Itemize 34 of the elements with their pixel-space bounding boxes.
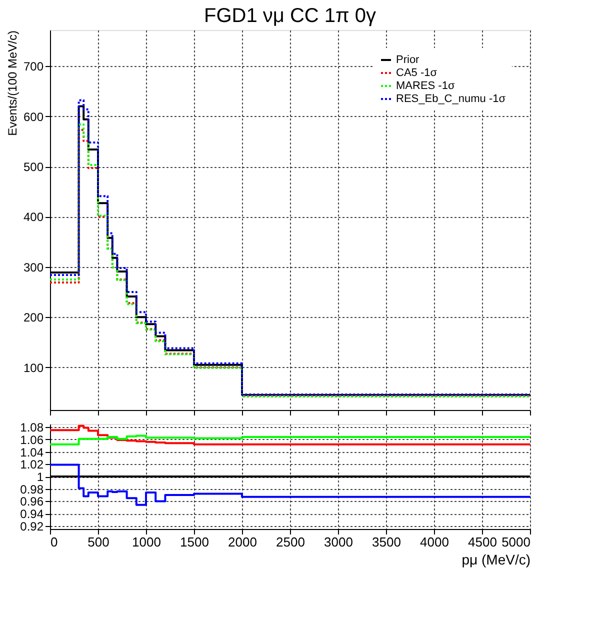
legend-label: Prior <box>396 54 420 66</box>
y-tick-label: 400 <box>23 210 44 224</box>
y-axis-title: Events/(100 MeV/c) <box>5 30 20 136</box>
y-tick-label: 300 <box>23 260 44 274</box>
x-tick-label: 1500 <box>180 534 209 550</box>
y-tick-label: 0.96 <box>20 494 44 509</box>
y-tick-label: 700 <box>23 60 44 74</box>
x-tick-label: 1000 <box>132 534 161 550</box>
y-tick-label: 1.04 <box>20 445 44 460</box>
x-axis-title: pμ (MeV/c) <box>462 552 530 568</box>
y-tick-label: 0.98 <box>20 482 44 496</box>
y-tick-label: 1.08 <box>20 420 44 435</box>
y-tick-label: 0.92 <box>20 519 44 534</box>
chart-title: FGD1 νμ CC 1π 0γ <box>204 5 376 27</box>
legend-label: MARES -1σ <box>396 80 455 92</box>
legend-label: CA5 -1σ <box>396 67 438 79</box>
x-tick-label: 500 <box>88 534 110 550</box>
x-tick-label: 2500 <box>276 534 305 550</box>
y-tick-label: 0.94 <box>20 507 44 522</box>
x-tick-label: 5000 <box>502 534 530 550</box>
y-tick-label: 600 <box>23 110 44 124</box>
x-tick-label: 0 <box>50 534 58 550</box>
y-tick-label: 1.06 <box>20 432 44 447</box>
y-tick-label: 200 <box>23 310 44 325</box>
x-tick-label: 3500 <box>372 534 401 550</box>
x-tick-label: 2000 <box>228 534 257 550</box>
y-tick-label: 500 <box>23 160 44 174</box>
legend-label: RES_Eb_C_numu -1σ <box>396 93 506 105</box>
x-tick-label: 4000 <box>420 534 449 550</box>
x-tick-label: 3000 <box>324 534 353 550</box>
y-tick-label: 1 <box>36 470 44 484</box>
y-tick-label: 1.02 <box>20 458 44 472</box>
y-tick-label: 100 <box>23 360 44 375</box>
x-tick-label: 4500 <box>468 534 497 550</box>
